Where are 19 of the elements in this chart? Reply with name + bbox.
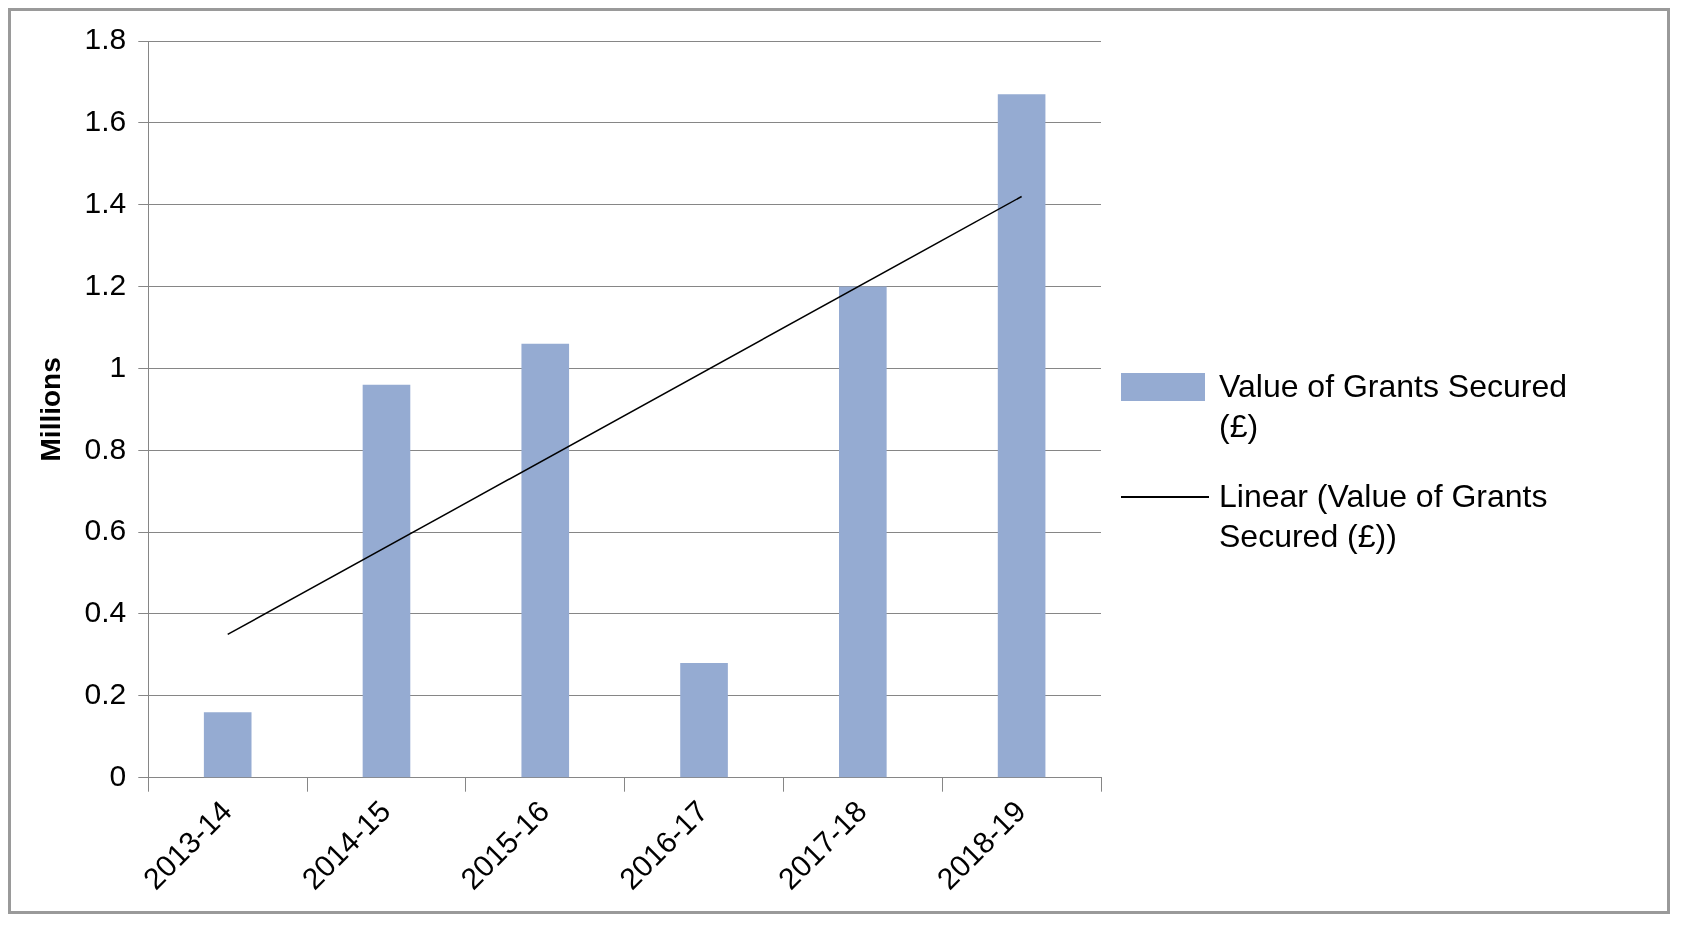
y-tick-label: 0.8	[84, 431, 127, 465]
bar	[680, 663, 728, 778]
bar	[203, 712, 252, 778]
y-tick-label: 1.4	[84, 185, 127, 219]
y-tick-label: 1.8	[84, 22, 127, 56]
y-tick-label: 0.2	[84, 677, 127, 711]
y-axis-title: Millions	[34, 357, 66, 462]
legend-label: Linear (Value of Grants Secured (£))	[1219, 477, 1549, 556]
bar	[839, 286, 887, 778]
y-tick-label: 0.6	[84, 513, 127, 547]
bar	[362, 384, 411, 778]
bar	[997, 94, 1046, 778]
y-tick-label: 1	[109, 349, 127, 383]
y-tick-label: 1.2	[84, 267, 127, 301]
legend-label: Value of Grants Secured (£)	[1219, 367, 1569, 446]
y-tick-label: 0.4	[84, 595, 127, 629]
y-tick-label: 0	[109, 758, 127, 792]
bar	[521, 343, 570, 778]
y-tick-label: 1.6	[84, 104, 127, 138]
